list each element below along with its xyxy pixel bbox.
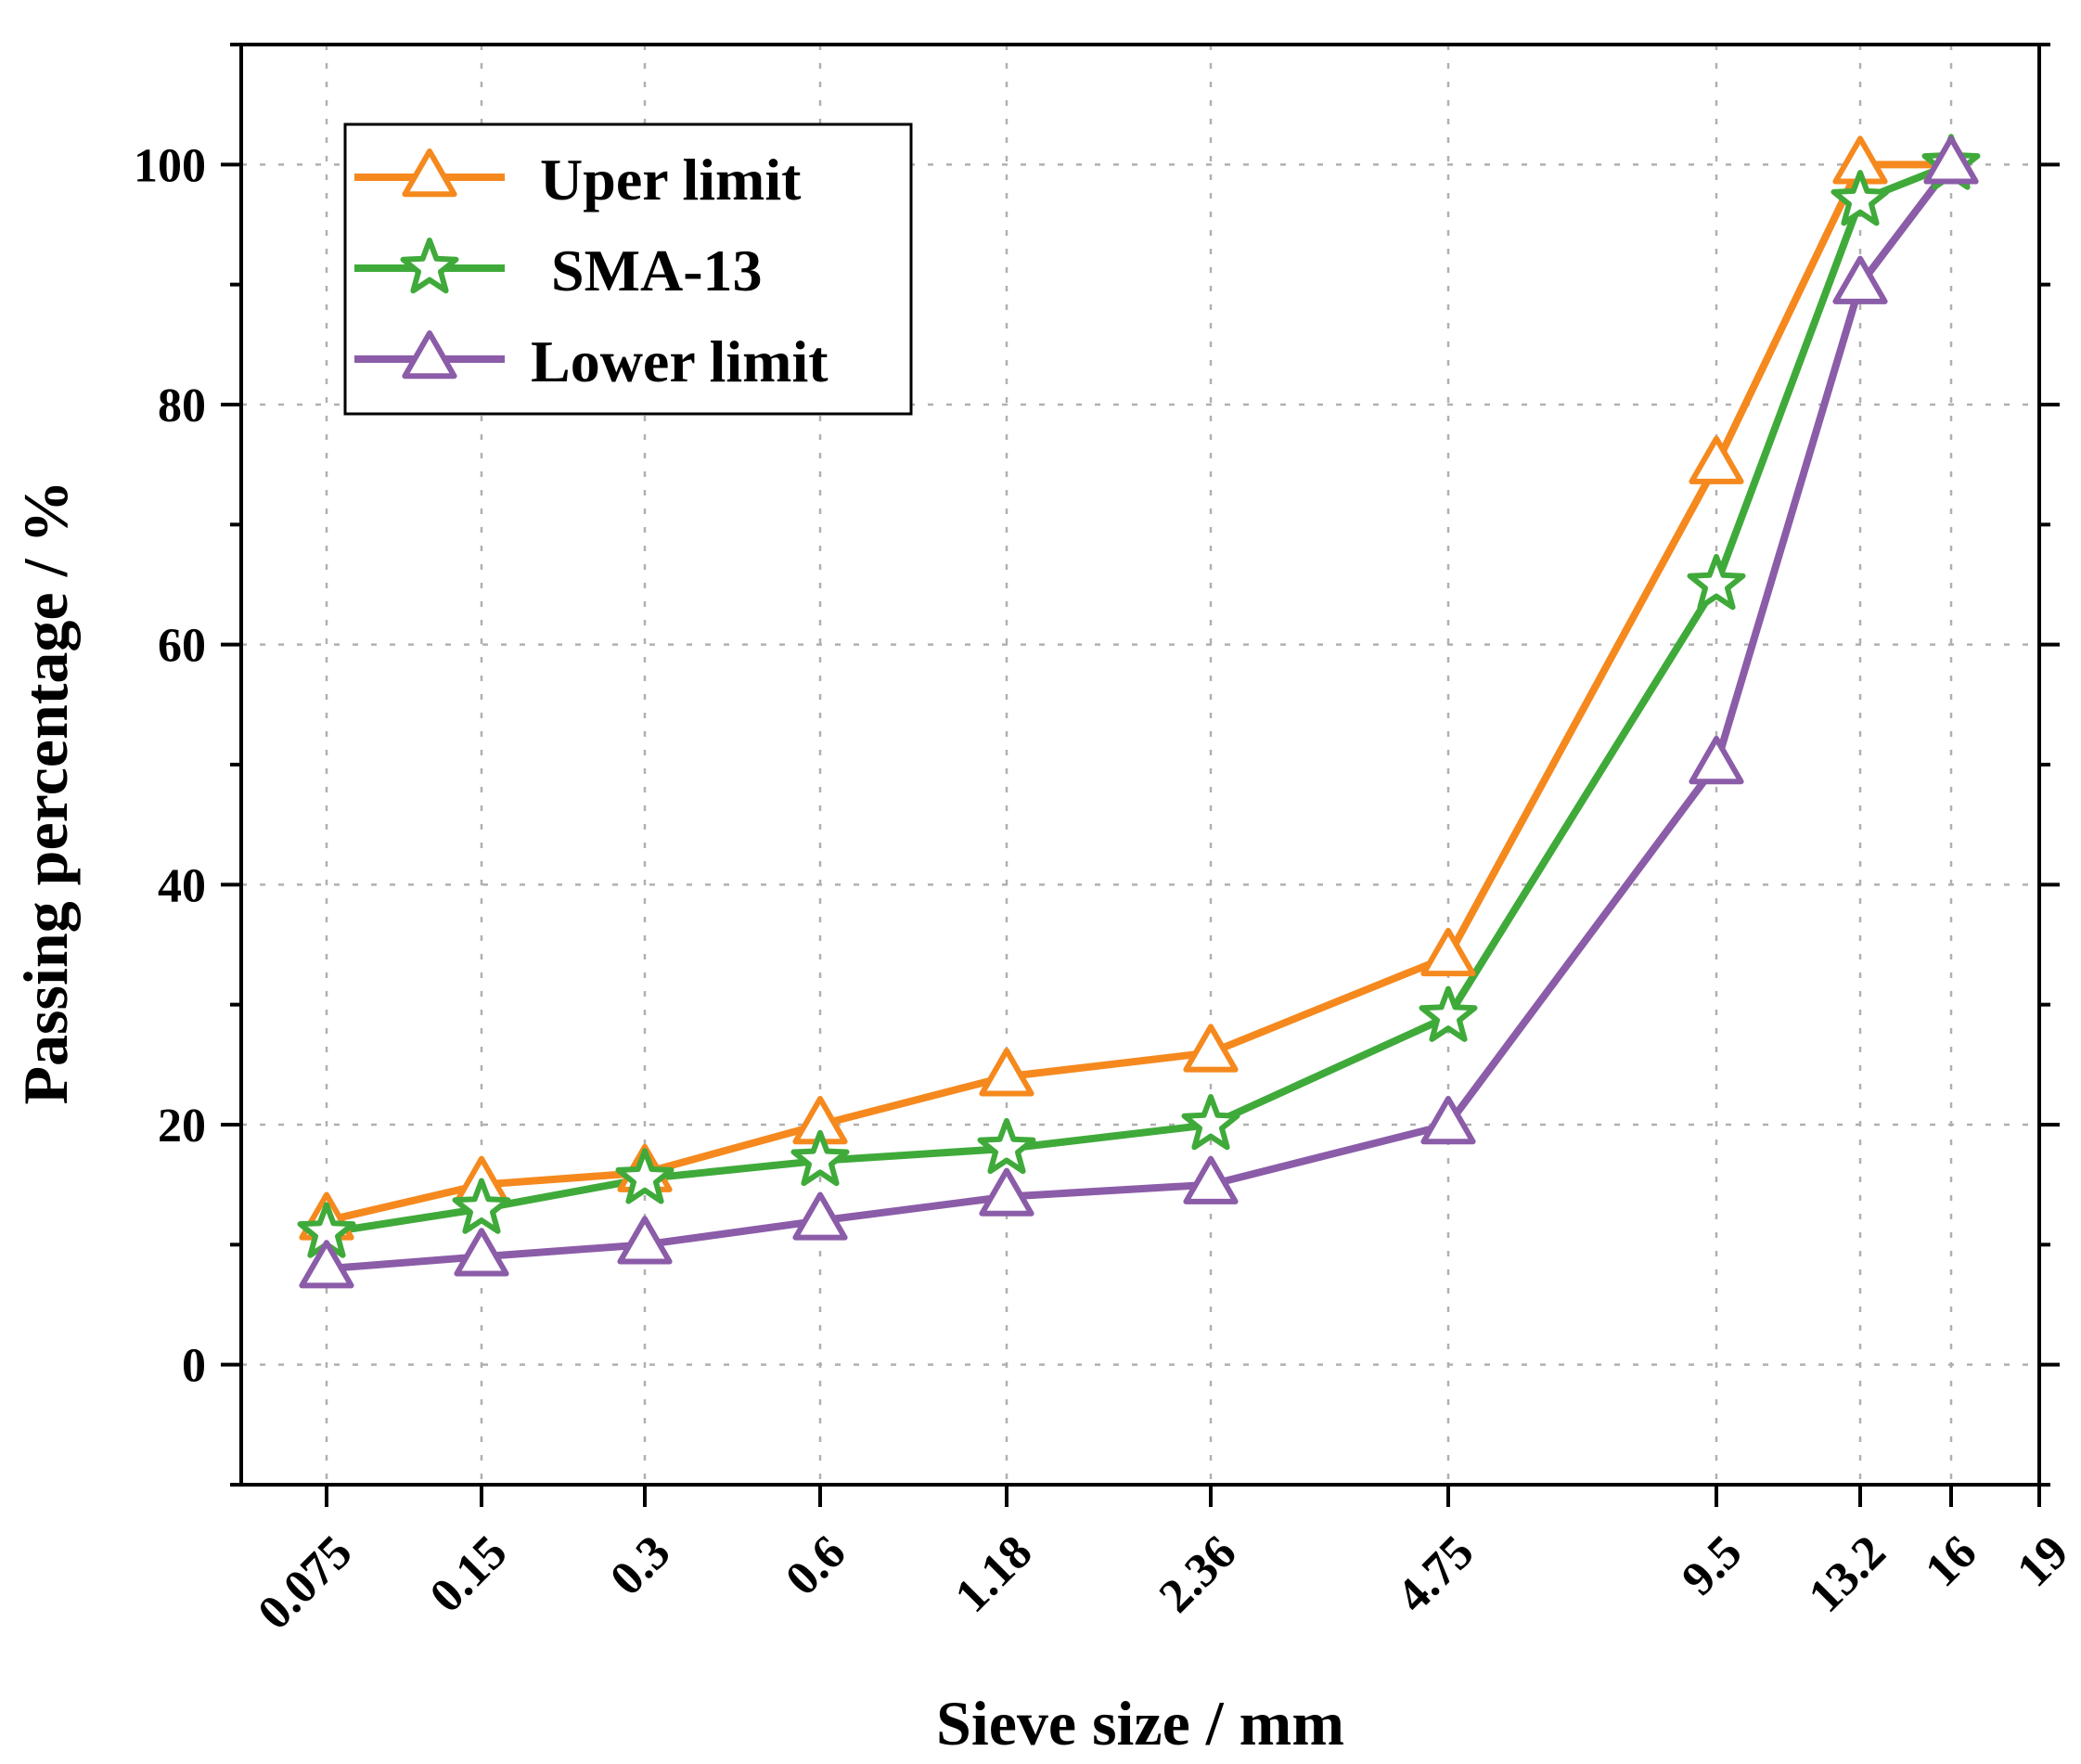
data-point-lower-limit xyxy=(454,1228,509,1277)
data-point-sma-13 xyxy=(452,1178,511,1234)
series-layer xyxy=(297,134,1981,1289)
y-axis-title: Passing percentage / % xyxy=(10,480,81,1104)
data-point-sma-13 xyxy=(1419,985,1478,1042)
data-point-uper-limit xyxy=(1183,1024,1239,1073)
data-point-sma-13 xyxy=(977,1117,1036,1175)
legend-label: Lower limit xyxy=(531,328,829,394)
legend-label: SMA-13 xyxy=(551,238,763,303)
y-tick-label: 40 xyxy=(158,859,206,912)
data-point-uper-limit xyxy=(979,1048,1034,1097)
y-tick-label: 0 xyxy=(182,1340,206,1393)
x-axis-title: Sieve size / mm xyxy=(936,1688,1344,1758)
data-point-lower-limit xyxy=(979,1167,1034,1217)
y-tick-label: 100 xyxy=(134,139,206,192)
data-point-uper-limit xyxy=(1420,927,1476,977)
data-point-lower-limit xyxy=(1832,255,1888,304)
data-point-lower-limit xyxy=(792,1191,848,1241)
data-point-sma-13 xyxy=(1687,554,1746,611)
legend-marker xyxy=(400,238,459,294)
y-tick-label: 80 xyxy=(158,380,206,432)
series-line-sma-13 xyxy=(326,161,1953,1237)
data-point-sma-13 xyxy=(1181,1094,1240,1151)
legend-marker xyxy=(402,148,457,198)
data-point-lower-limit xyxy=(1183,1155,1239,1204)
legend: Uper limit SMA-13 Lower limit xyxy=(343,122,913,416)
axes-layer xyxy=(221,43,2060,1507)
data-point-lower-limit xyxy=(1923,135,1979,185)
series-line-uper-limit xyxy=(326,161,1951,1225)
data-point-sma-13 xyxy=(615,1148,674,1204)
y-tick-label: 60 xyxy=(158,620,206,673)
y-tick-label: 20 xyxy=(158,1100,206,1152)
data-point-sma-13 xyxy=(790,1129,850,1187)
data-point-uper-limit xyxy=(1689,435,1744,484)
data-point-lower-limit xyxy=(617,1216,673,1265)
data-point-sma-13 xyxy=(1831,170,1890,226)
series-line-lower-limit xyxy=(326,161,1955,1273)
data-point-lower-limit xyxy=(299,1240,354,1289)
data-point-lower-limit xyxy=(1689,736,1744,785)
legend-marker xyxy=(402,330,457,380)
legend-label: Uper limit xyxy=(540,147,802,212)
data-point-lower-limit xyxy=(1420,1096,1476,1145)
